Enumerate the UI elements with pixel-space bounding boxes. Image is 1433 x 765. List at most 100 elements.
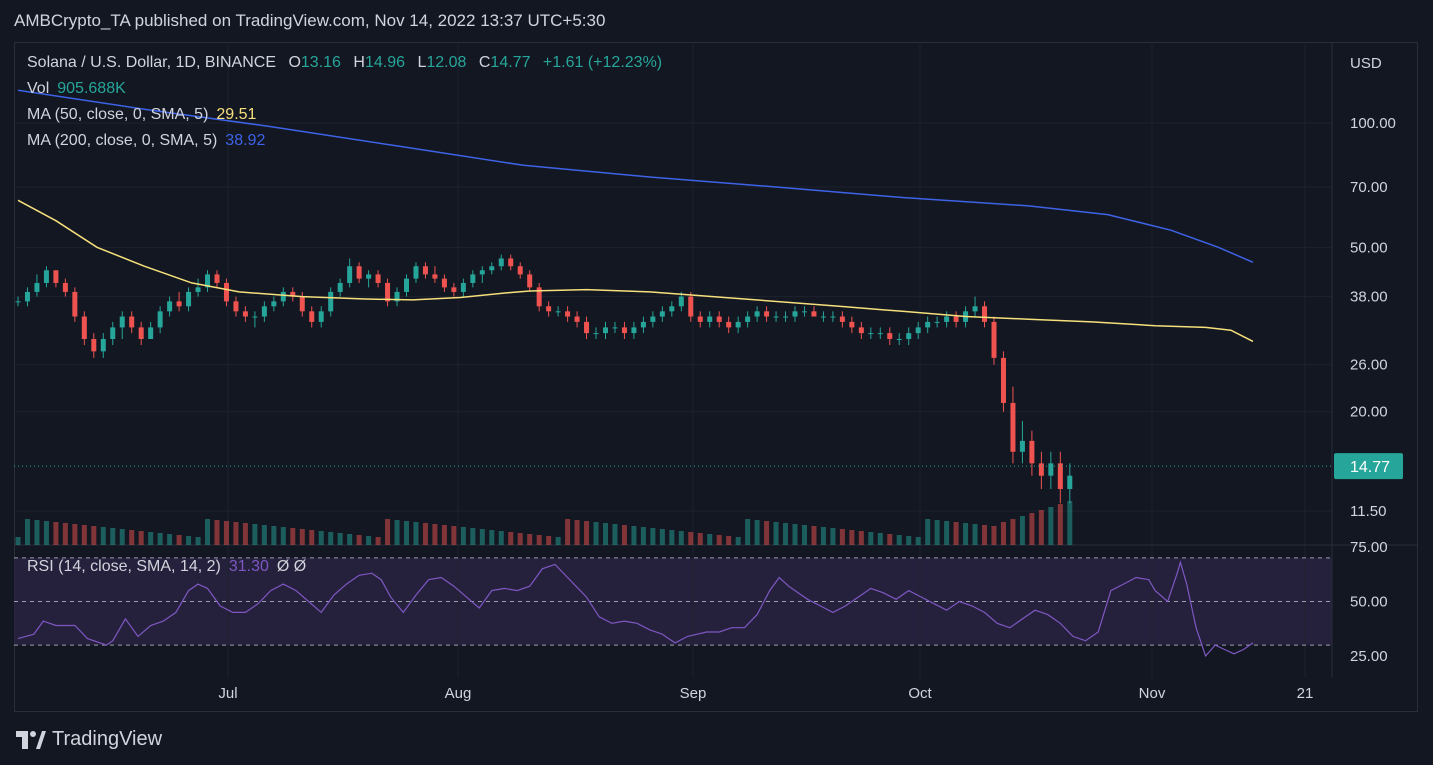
- volume-bar: [233, 522, 239, 545]
- candle-body: [849, 321, 855, 328]
- candle-body: [972, 306, 978, 312]
- change-value: +1.61 (+12.23%): [542, 54, 663, 71]
- candle-body: [318, 311, 324, 322]
- ma50-value: 29.51: [216, 106, 257, 123]
- price-tick-label: 11.50: [1350, 503, 1386, 520]
- high-label: H: [353, 54, 365, 71]
- volume-bar: [745, 519, 751, 545]
- rsi-legend: RSI (14, close, SMA, 14, 2) 31.30 Ø Ø: [27, 558, 306, 576]
- candle-body: [186, 291, 192, 307]
- candle-body: [631, 327, 637, 334]
- volume-bar: [783, 523, 789, 545]
- volume-bar: [991, 526, 997, 545]
- candle-body: [53, 270, 59, 283]
- volume-bar: [62, 523, 68, 545]
- volume-bar: [982, 525, 988, 545]
- candle-body: [479, 270, 485, 275]
- candle-body: [707, 316, 713, 322]
- volume-bar: [385, 519, 391, 545]
- volume-bar: [318, 531, 324, 545]
- price-tick-label: 20.00: [1350, 404, 1388, 421]
- candle-body: [1038, 463, 1044, 476]
- volume-bar: [299, 529, 305, 545]
- candle-body: [915, 327, 921, 334]
- candle-body: [735, 321, 741, 328]
- volume-bar: [830, 528, 836, 545]
- volume-bar: [820, 527, 826, 545]
- volume-bar: [337, 533, 343, 545]
- candle-body: [1057, 463, 1063, 490]
- candle-body: [366, 274, 372, 279]
- volume-bar: [858, 531, 864, 545]
- candle-body: [621, 327, 627, 334]
- candle-body: [385, 282, 391, 302]
- volume-bar: [24, 519, 30, 545]
- volume-bar: [678, 531, 684, 545]
- price-axis-currency: USD: [1350, 55, 1382, 72]
- ma200-value: 38.92: [225, 132, 266, 149]
- volume-bar: [726, 536, 732, 545]
- candle-body: [441, 278, 447, 288]
- close-value: 14.77: [490, 54, 531, 71]
- volume-bar: [252, 524, 258, 545]
- volume-bar: [697, 533, 703, 545]
- ma50-label: MA (50, close, 0, SMA, 5): [27, 106, 209, 123]
- volume-bar: [290, 528, 296, 545]
- low-value: 12.08: [426, 54, 467, 71]
- publisher-header: AMBCrypto_TA published on TradingView.co…: [14, 11, 606, 30]
- candle-body: [517, 266, 523, 275]
- candle-body: [34, 282, 40, 292]
- candle-body: [233, 301, 239, 312]
- candle-body: [432, 274, 438, 279]
- tradingview-brand[interactable]: TradingView: [16, 728, 162, 751]
- volume-bar: [214, 520, 220, 545]
- candle-body: [1029, 440, 1035, 464]
- candle-body: [602, 327, 608, 334]
- volume-bar: [574, 520, 580, 545]
- candle-body: [176, 301, 182, 307]
- candle-body: [167, 301, 173, 312]
- volume-bar: [1038, 510, 1044, 545]
- volume-bar: [394, 520, 400, 545]
- volume-bar: [186, 536, 192, 545]
- volume-label: Vol: [27, 80, 50, 97]
- rsi-line: [17, 560, 1254, 658]
- candle-body: [839, 316, 845, 322]
- volume-bar: [688, 532, 694, 545]
- candle-body: [640, 321, 646, 328]
- ma200-legend: MA (200, close, 0, SMA, 5) 38.92: [27, 132, 265, 150]
- candle-body: [280, 291, 286, 302]
- candle-body: [925, 321, 931, 328]
- volume-bar: [972, 524, 978, 545]
- open-value: 13.16: [300, 54, 341, 71]
- time-tick-label: 21: [1297, 685, 1314, 702]
- candle-body: [299, 296, 305, 312]
- volume-bar: [1000, 522, 1006, 545]
- candle-body: [404, 278, 410, 292]
- ma200-line: [17, 89, 1254, 263]
- ma50-line: [17, 199, 1254, 343]
- volume-bar: [242, 523, 248, 545]
- candle-body: [944, 316, 950, 322]
- volume-bar: [631, 526, 637, 545]
- volume-bar: [328, 532, 334, 545]
- candle-body: [1000, 357, 1006, 403]
- candle-body: [148, 327, 154, 339]
- volume-bar: [432, 524, 438, 545]
- price-tick-label: 70.00: [1350, 179, 1388, 196]
- candle-body: [858, 327, 864, 334]
- candle-body: [716, 316, 722, 322]
- brand-name: TradingView: [52, 728, 163, 750]
- volume-bar: [81, 525, 87, 545]
- volume-bar: [422, 523, 428, 545]
- candle-body: [347, 266, 353, 283]
- volume-bar: [877, 533, 883, 545]
- volume-bar: [555, 537, 561, 545]
- volume-bar: [584, 521, 590, 545]
- symbol-legend: Solana / U.S. Dollar, 1D, BINANCE O13.16…: [27, 54, 662, 72]
- volume-bar: [223, 521, 229, 545]
- volume-bar: [773, 522, 779, 545]
- candle-body: [261, 306, 267, 317]
- rsi-tick-label: 25.00: [1350, 648, 1388, 665]
